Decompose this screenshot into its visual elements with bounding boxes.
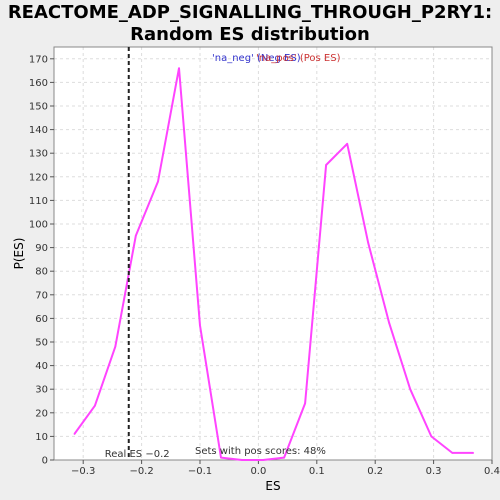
y-tick-label: 10 xyxy=(35,432,48,443)
y-tick-label: 60 xyxy=(35,314,48,325)
x-tick-label: 0.3 xyxy=(426,466,442,477)
series-point xyxy=(325,164,327,166)
series-point xyxy=(220,456,222,459)
y-tick-label: 130 xyxy=(29,149,48,160)
series-point xyxy=(134,235,137,237)
x-tick-label: 0.1 xyxy=(309,466,325,477)
series-point xyxy=(430,435,433,438)
series-point xyxy=(199,324,201,327)
series-point xyxy=(114,345,117,348)
x-axis-label: ES xyxy=(265,479,280,493)
series-point xyxy=(283,456,285,459)
x-tick-label: 0.0 xyxy=(250,466,266,477)
series-point xyxy=(241,459,243,461)
x-tick-label: −0.2 xyxy=(129,466,153,477)
chart-title-line2: Random ES distribution xyxy=(130,24,370,45)
legend-pos-label: 'na_pos' (Pos ES) xyxy=(256,53,341,64)
series-point xyxy=(157,180,159,183)
y-tick-label: 80 xyxy=(35,267,48,278)
real-es-label: Real ES −0.2 xyxy=(105,449,170,460)
series-point xyxy=(388,322,391,324)
y-tick-label: 140 xyxy=(29,125,48,136)
series-point xyxy=(178,67,180,70)
y-axis-label: P(ES) xyxy=(12,238,26,270)
series-point xyxy=(451,452,454,454)
x-tick-label: −0.1 xyxy=(188,466,212,477)
x-tick-label: −0.3 xyxy=(71,466,95,477)
chart-title-line1: REACTOME_ADP_SIGNALLING_THROUGH_P2RY1: xyxy=(7,2,493,23)
legend-neg-label: 'na_neg' (Neg ES) xyxy=(212,53,301,64)
plot-area xyxy=(54,47,492,460)
y-tick-label: 30 xyxy=(35,385,48,396)
y-tick-label: 20 xyxy=(35,408,48,419)
y-tick-label: 40 xyxy=(35,361,48,372)
plot-frame xyxy=(53,46,493,461)
y-tick-label: 0 xyxy=(42,456,48,467)
y-tick-label: 90 xyxy=(35,243,48,254)
series-point xyxy=(409,388,412,391)
pos-scores-label: Sets with pos scores: 48% xyxy=(195,446,326,457)
series-point xyxy=(304,402,306,405)
x-tick-label: 0.4 xyxy=(484,466,500,477)
series-point xyxy=(367,242,369,244)
series-line xyxy=(73,67,474,461)
y-tick-label: 100 xyxy=(29,220,48,231)
y-tick-label: 110 xyxy=(29,196,48,207)
series-point xyxy=(346,142,348,145)
series-point xyxy=(94,404,96,407)
series-point xyxy=(262,459,264,461)
y-tick-label: 70 xyxy=(35,290,48,301)
series-point xyxy=(472,452,475,454)
y-tick-label: 170 xyxy=(29,54,48,65)
y-tick-label: 150 xyxy=(29,102,48,113)
y-tick-label: 50 xyxy=(35,338,48,349)
y-tick-label: 120 xyxy=(29,172,48,183)
x-tick-label: 0.2 xyxy=(367,466,383,477)
y-tick-label: 160 xyxy=(29,78,48,89)
series-point xyxy=(73,433,76,435)
